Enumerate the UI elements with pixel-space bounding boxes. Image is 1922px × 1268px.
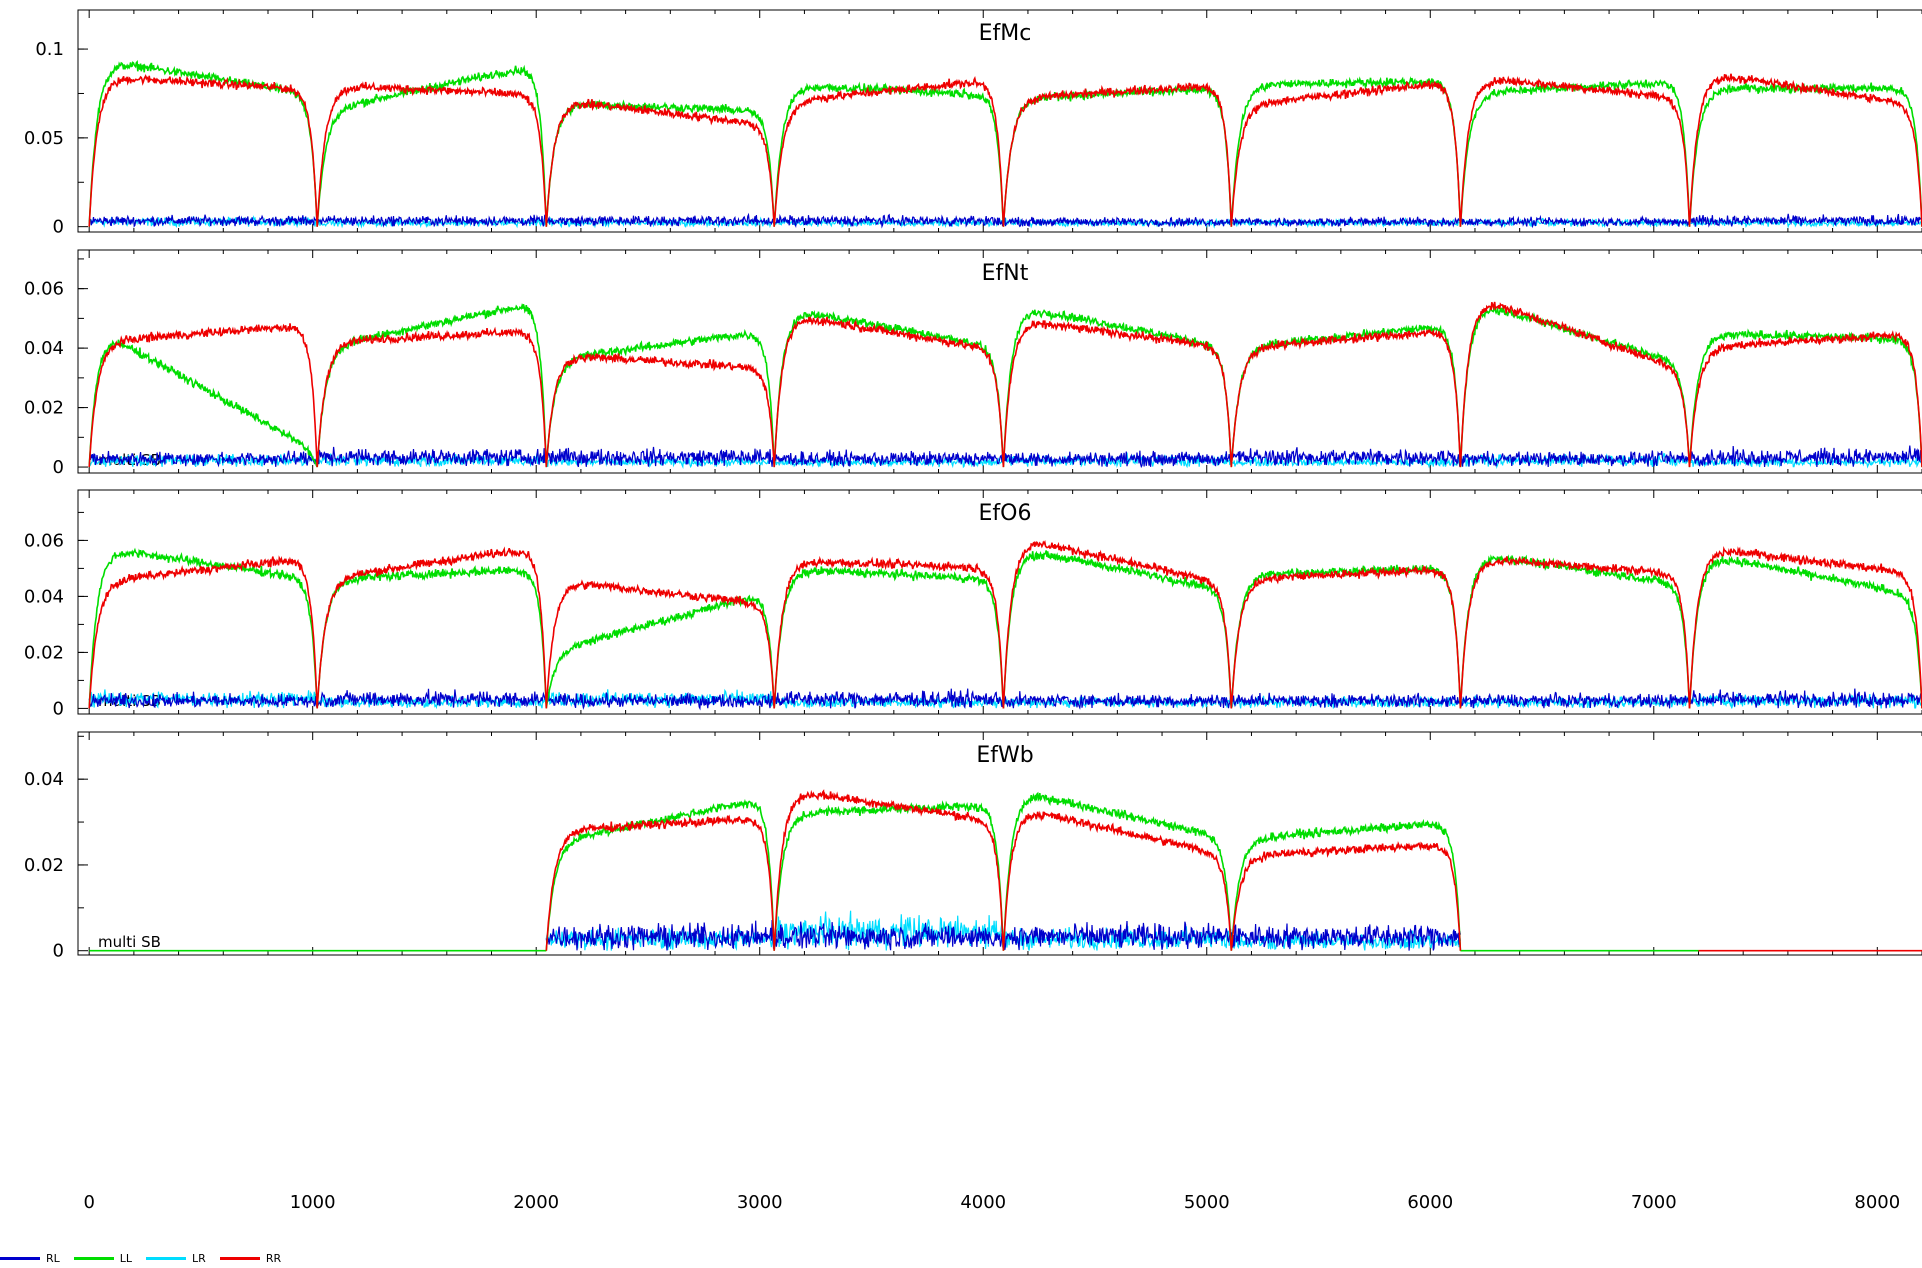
series-line-rl bbox=[545, 919, 1461, 951]
legend-item-rl: RL bbox=[0, 1252, 60, 1265]
legend-label-rr: RR bbox=[265, 1251, 282, 1265]
legend-label-rl: RL bbox=[46, 1251, 60, 1265]
y-tick-label: 0.05 bbox=[24, 128, 64, 149]
panel-frame bbox=[77, 249, 1922, 474]
panel-frame bbox=[77, 9, 1922, 233]
panel-frame bbox=[77, 731, 1922, 956]
y-tick-label: 0.04 bbox=[24, 586, 64, 607]
x-tick-label: 7000 bbox=[1631, 1192, 1677, 1213]
y-tick-label: 0 bbox=[53, 217, 64, 238]
panel-annotation: multi SB bbox=[98, 933, 161, 951]
y-tick-label: 0.02 bbox=[24, 398, 64, 419]
y-tick-label: 0.06 bbox=[24, 279, 64, 300]
panel-title: EfWb bbox=[976, 743, 1033, 768]
legend-swatch-rl bbox=[0, 1256, 40, 1260]
y-tick-label: 0.04 bbox=[24, 338, 64, 359]
legend-label-ll: LL bbox=[119, 1251, 133, 1265]
series-line-ll bbox=[88, 547, 1922, 709]
legend-label-lr: LR bbox=[192, 1251, 206, 1265]
series-line-rl bbox=[88, 212, 1922, 229]
legend: RL LL LR RR bbox=[0, 1251, 295, 1265]
series-line-rr bbox=[88, 301, 1922, 468]
legend-swatch-ll bbox=[73, 1256, 114, 1260]
legend-item-lr: LR bbox=[146, 1252, 206, 1265]
series-line-rl bbox=[88, 688, 1922, 711]
x-tick-label: 5000 bbox=[1184, 1192, 1230, 1213]
panel-title: EfO6 bbox=[979, 501, 1032, 526]
legend-swatch-lr bbox=[146, 1256, 187, 1260]
panel-efwb: 0 0.02 0.04 EfWb multi SB bbox=[24, 731, 1922, 962]
legend-item-ll: LL bbox=[73, 1251, 133, 1265]
y-tick-label: 0.06 bbox=[24, 530, 64, 551]
x-tick-label: 6000 bbox=[1407, 1192, 1453, 1213]
panel-title: EfNt bbox=[982, 261, 1029, 286]
y-tick-label: 0 bbox=[53, 698, 64, 719]
y-tick-label: 0.02 bbox=[24, 855, 64, 876]
legend-item-rr: RR bbox=[219, 1251, 282, 1265]
x-axis: 0 1000 2000 3000 4000 5000 6000 7000 8000 bbox=[83, 1192, 1900, 1213]
panel-frame bbox=[77, 489, 1922, 715]
x-tick-label: 4000 bbox=[960, 1192, 1006, 1213]
y-tick-label: 0.04 bbox=[24, 769, 64, 790]
legend-swatch-rr bbox=[219, 1256, 260, 1260]
x-tick-label: 8000 bbox=[1854, 1192, 1900, 1213]
y-tick-label: 0.1 bbox=[35, 39, 64, 60]
series-line-rl bbox=[89, 445, 1922, 469]
y-tick-label: 0 bbox=[53, 941, 64, 962]
x-tick-label: 3000 bbox=[737, 1192, 783, 1213]
series-line-rr bbox=[88, 540, 1922, 709]
panel-title: EfMc bbox=[979, 21, 1032, 46]
x-tick-label: 1000 bbox=[290, 1192, 336, 1213]
y-tick-label: 0 bbox=[53, 457, 64, 478]
y-tick-label: 0.02 bbox=[24, 642, 64, 663]
panel-efmc: 0 0.05 0.1 EfMc bbox=[24, 9, 1922, 238]
x-tick-label: 2000 bbox=[513, 1192, 559, 1213]
series-line-rr bbox=[88, 73, 1922, 227]
series-line-rr bbox=[545, 789, 1922, 952]
series-line-ll bbox=[89, 791, 1699, 952]
x-tick-label: 0 bbox=[83, 1192, 94, 1213]
